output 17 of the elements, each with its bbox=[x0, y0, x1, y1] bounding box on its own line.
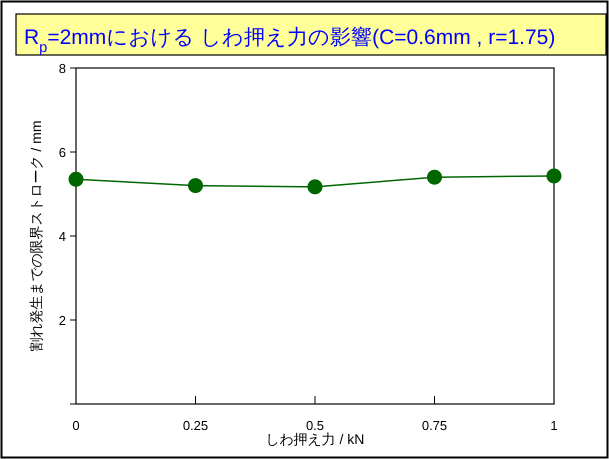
y-axis-title: 割れ発生までの限界ストローク / mm bbox=[28, 120, 44, 352]
point bbox=[308, 179, 322, 194]
x-axis-title: しわ押え力 / kN bbox=[266, 431, 364, 447]
point bbox=[546, 168, 562, 184]
x-tick-label: 0 bbox=[72, 418, 80, 433]
point bbox=[427, 170, 442, 185]
y-tick-label: 2 bbox=[58, 313, 66, 328]
point bbox=[68, 172, 84, 187]
x-tick-label: 0.25 bbox=[182, 418, 208, 433]
x-tick-label: 1 bbox=[550, 418, 558, 433]
y-tick-label: 6 bbox=[58, 145, 66, 160]
y-tick-label: 8 bbox=[58, 61, 66, 76]
y-tick-label: 4 bbox=[58, 229, 66, 244]
x-tick-label: 0.5 bbox=[306, 418, 324, 433]
point bbox=[188, 178, 203, 194]
chart-title: R$_{p}$=2mmにおける しわ押え力の影響(C=0.6mm , r=1.75) bbox=[24, 26, 556, 56]
x-tick-label: 0.75 bbox=[422, 418, 448, 433]
